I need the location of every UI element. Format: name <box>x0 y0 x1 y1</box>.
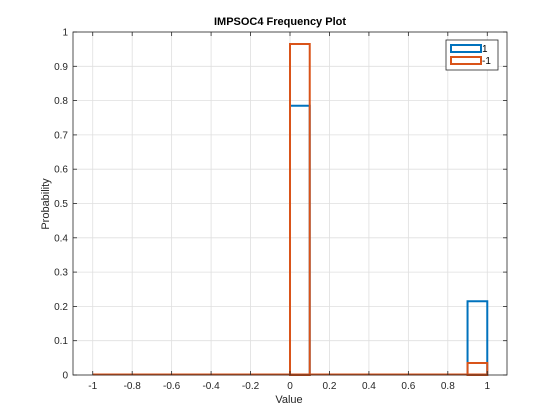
y-tick-label: 0.4 <box>54 233 68 244</box>
x-tick-label: 0.6 <box>401 381 415 392</box>
y-tick-label: 0.1 <box>54 336 68 347</box>
legend-label: -1 <box>482 56 491 67</box>
y-tick-label: 0.9 <box>54 62 68 73</box>
series-2 <box>92 43 489 376</box>
y-tick-label: 0 <box>62 371 68 382</box>
y-tick-label: 0.7 <box>54 130 68 141</box>
histogram-bar <box>289 104 311 377</box>
x-tick-label: 1 <box>484 381 490 392</box>
y-axis-label: Probability <box>40 178 52 230</box>
x-tick-label: 0.8 <box>441 381 455 392</box>
axis-ticks: -1 -0.8 -0.6 -0.4 -0.2 0 0.2 0.4 0.6 0.8 1 0 0.1 0.2 0… <box>54 28 507 392</box>
x-tick-label: 0.2 <box>323 381 337 392</box>
x-tick-label: 0 <box>287 381 293 392</box>
x-tick-label: -0.4 <box>202 381 220 392</box>
y-tick-label: 0.8 <box>54 96 68 107</box>
legend-swatch <box>450 56 482 65</box>
histogram-series <box>92 43 489 377</box>
x-tick-label: 0.4 <box>362 381 376 392</box>
y-tick-label: 0.3 <box>54 268 68 279</box>
chart-title: IMPSOC4 Frequency Plot <box>214 16 346 28</box>
histogram-bar <box>466 361 489 376</box>
x-tick-label: -1 <box>88 381 97 392</box>
legend-swatch <box>450 44 482 53</box>
x-tick-label: -0.8 <box>124 381 142 392</box>
legend: 1-1 <box>445 39 499 71</box>
legend-label: 1 <box>482 44 488 55</box>
y-tick-label: 0.5 <box>54 199 68 210</box>
y-tick-label: 0.2 <box>54 302 68 313</box>
histogram-bar <box>289 43 311 376</box>
x-axis-label: Value <box>275 394 302 406</box>
y-tick-label: 0.6 <box>54 165 68 176</box>
x-tick-label: -0.2 <box>242 381 260 392</box>
y-tick-label: 1 <box>62 28 68 39</box>
x-tick-label: -0.6 <box>163 381 181 392</box>
